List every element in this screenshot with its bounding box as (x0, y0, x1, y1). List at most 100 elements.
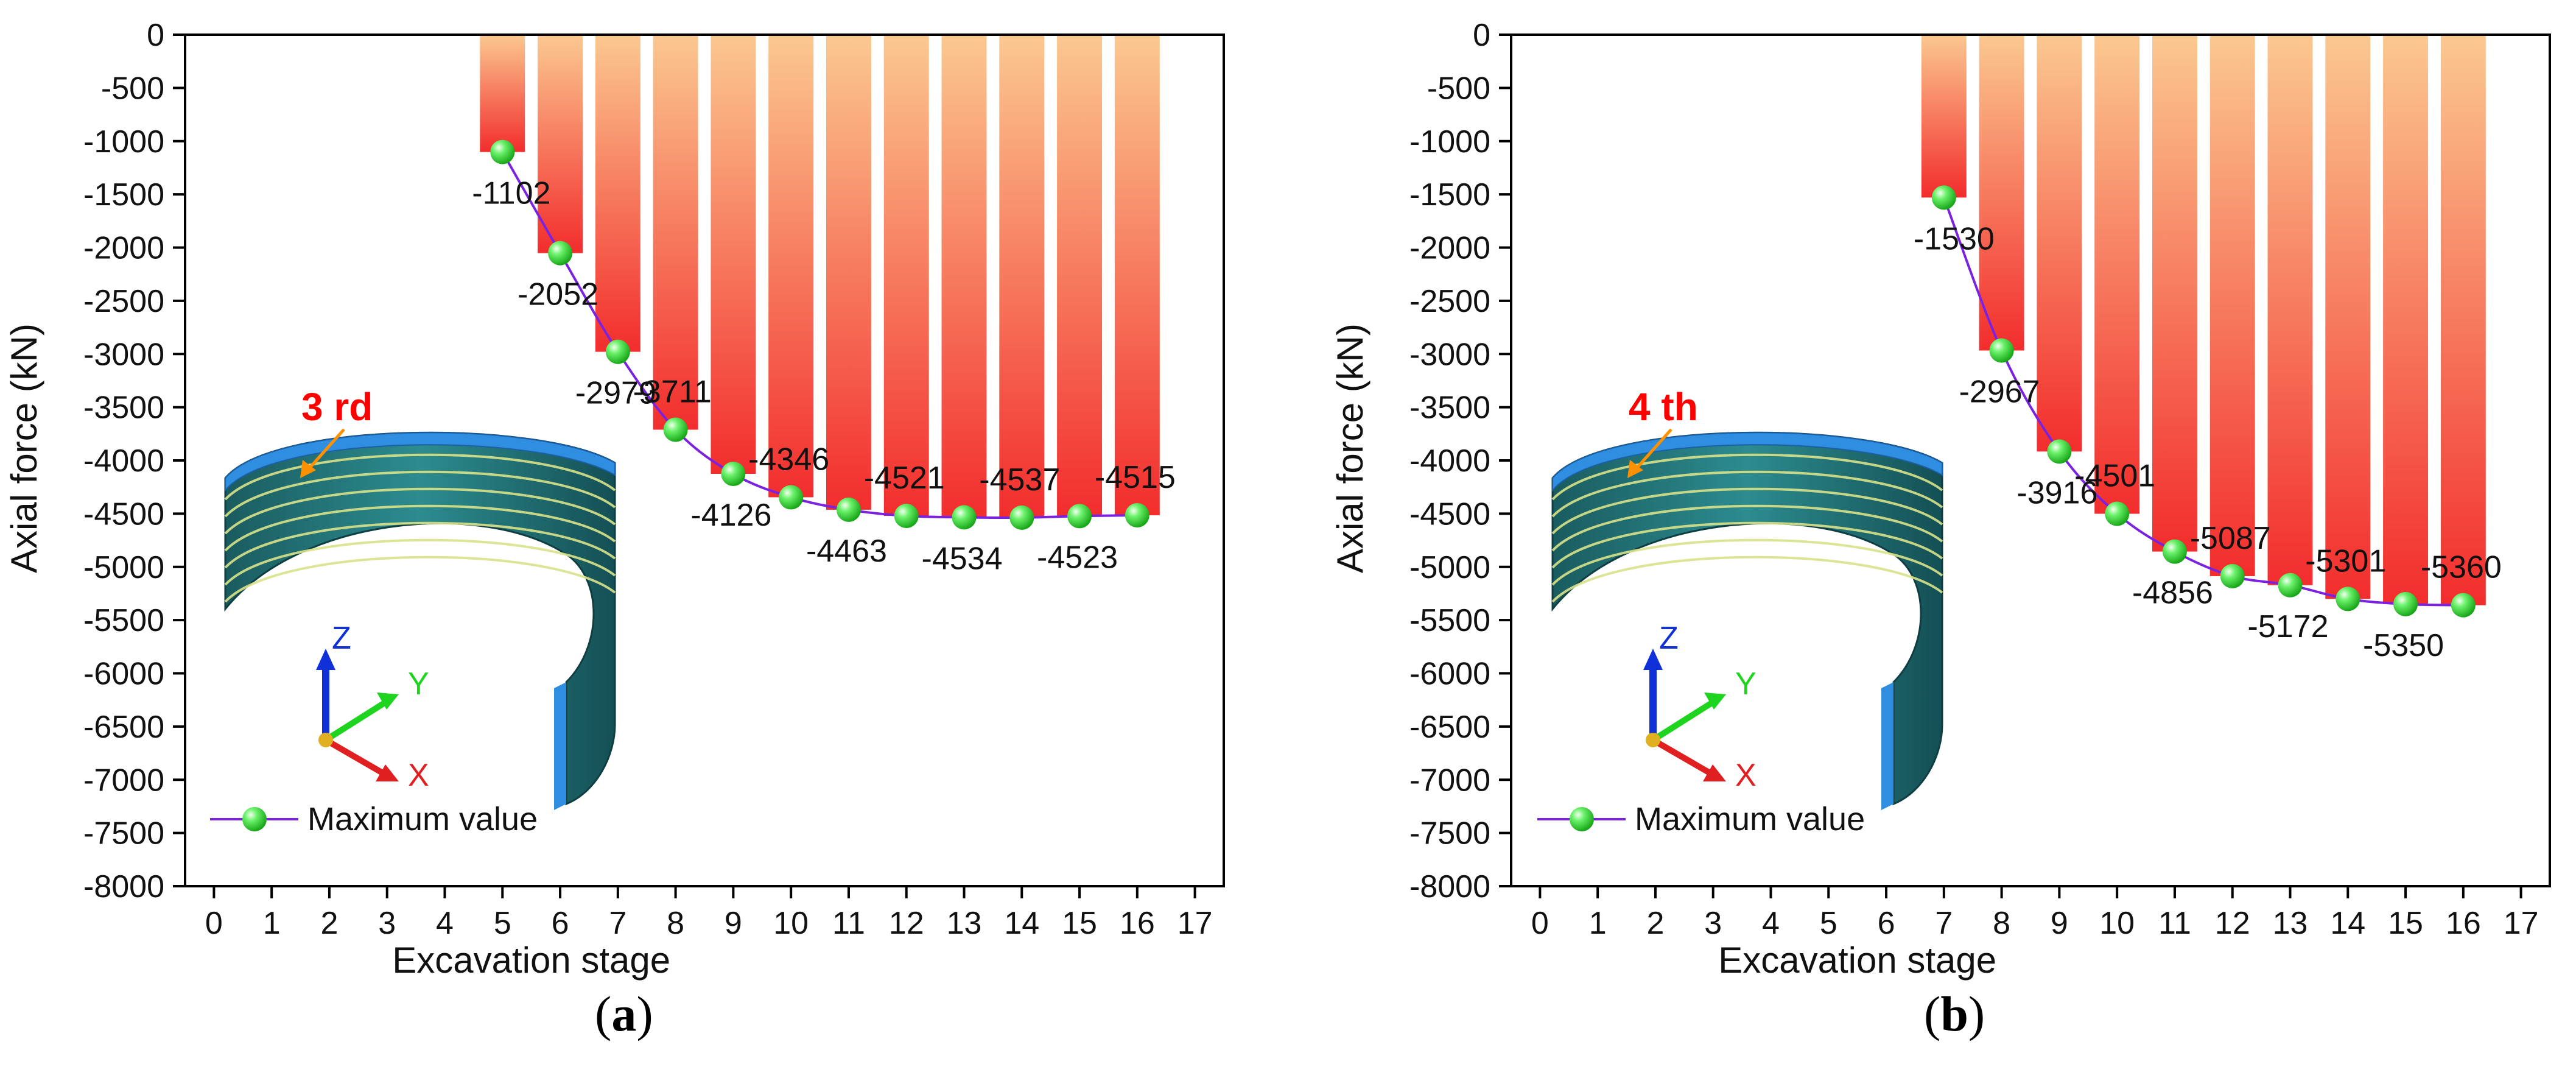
ring-band (224, 453, 616, 501)
ring-cut-face (554, 682, 566, 810)
legend-marker (242, 807, 267, 831)
x-tick-label: 8 (1993, 906, 2010, 941)
x-tick-label: 6 (1878, 906, 1895, 941)
x-tick-label: 8 (667, 906, 684, 941)
y-tick-label: -8000 (83, 869, 164, 904)
bar (2383, 35, 2429, 604)
max-value-marker (2162, 539, 2187, 564)
bar (826, 35, 871, 510)
x-tick-label: 5 (1820, 906, 1837, 941)
value-label: -5087 (2190, 521, 2271, 556)
ring-band (224, 470, 616, 518)
max-value-marker (663, 417, 688, 442)
x-tick-label: 15 (2388, 906, 2423, 941)
y-tick-label: -5500 (1409, 603, 1490, 638)
y-tick-label: -4500 (1409, 496, 1490, 532)
y-axis-title: Axial force (kN) (4, 323, 44, 573)
panel-label-a: (a) (595, 986, 653, 1042)
bar (595, 35, 640, 352)
y-tick-label: -3000 (83, 337, 164, 372)
value-label: -5350 (2363, 628, 2444, 663)
value-label: -4126 (690, 498, 771, 533)
max-value-marker (952, 505, 977, 530)
x-tick-label: 7 (1935, 906, 1953, 941)
x-tick-label: 12 (889, 906, 924, 941)
value-label: -4501 (2074, 459, 2155, 494)
y-tick-label: -1500 (1409, 177, 1490, 213)
annotation-arrow-head (1627, 460, 1643, 478)
x-tick-label: 9 (2051, 906, 2068, 941)
max-value-marker (1125, 502, 1149, 527)
x-axis-arrow (1651, 737, 1713, 777)
x-tick-label: 2 (1646, 906, 1664, 941)
y-tick-label: -2000 (1409, 231, 1490, 266)
value-label: -2052 (518, 277, 598, 312)
x-tick-label: 16 (2446, 906, 2481, 941)
max-value-marker (1989, 338, 2014, 363)
axes-origin (318, 733, 333, 747)
y-tick-label: -1500 (83, 177, 164, 213)
y-tick-label: -3500 (83, 390, 164, 426)
ring-band (1551, 555, 1943, 603)
x-tick-label: 13 (2273, 906, 2308, 941)
x-tick-label: 17 (1177, 906, 1213, 941)
x-tick-label: 4 (1762, 906, 1780, 941)
max-value-marker (2451, 593, 2476, 618)
ring-rim (1552, 432, 1943, 492)
ring-band (1551, 487, 1943, 535)
y-axis-arrow (324, 700, 385, 743)
y-tick-label: -4000 (1409, 443, 1490, 479)
x-tick-label: 11 (2158, 906, 2191, 941)
x-tick-label: 12 (2215, 906, 2250, 941)
x-tick-label: 5 (494, 906, 511, 941)
y-tick-label: -5000 (83, 550, 164, 585)
y-tick-label: -5500 (83, 603, 164, 638)
ring-band (1551, 538, 1943, 586)
annotation-label: 3 rd (301, 385, 373, 429)
bar (883, 35, 929, 516)
y-tick-label: -2500 (83, 284, 164, 319)
max-value-marker (1009, 505, 1034, 530)
annotation-arrow (307, 428, 345, 470)
value-label: -1102 (472, 176, 550, 211)
annotation-label: 4 th (1629, 385, 1698, 429)
ring-band (1551, 470, 1943, 518)
y-tick-label: 0 (147, 18, 164, 53)
x-tick-label: 7 (609, 906, 626, 941)
x-tick-label: 1 (1589, 906, 1607, 941)
axes-triad: Z Y X (1643, 621, 1757, 793)
y-tick-label: -6000 (83, 657, 164, 692)
ring-illustration (1551, 431, 1943, 810)
value-label: -4346 (748, 442, 829, 477)
y-tick-label: -3500 (1409, 390, 1490, 426)
y-axis-head (377, 693, 399, 710)
x-tick-label: 0 (205, 906, 223, 941)
x-tick-label: 15 (1062, 906, 1097, 941)
value-label: -5301 (2305, 543, 2386, 579)
y-tick-label: -6500 (1409, 710, 1490, 745)
x-tick-label: 17 (2504, 906, 2539, 941)
bar (2037, 35, 2082, 452)
legend-marker (1570, 807, 1594, 831)
value-label: -1530 (1914, 221, 1995, 256)
y-axis-arrow (1651, 700, 1713, 743)
x-tick-label: 9 (725, 906, 742, 941)
x-tick-label: 11 (832, 906, 865, 941)
x-axis-label: X (408, 758, 429, 793)
max-value-marker (836, 497, 861, 522)
max-value-marker (2105, 501, 2130, 526)
x-tick-label: 0 (1531, 906, 1549, 941)
y-tick-label: -6000 (1409, 657, 1490, 692)
max-value-marker (2220, 563, 2245, 588)
y-tick-label: -4500 (83, 496, 164, 532)
x-tick-label: 4 (436, 906, 454, 941)
value-label: -4463 (806, 534, 887, 569)
panel-a: Z Y X 3 rd -1102 -2052 -2979-3711 -4126 -4346 -44… (4, 18, 1225, 981)
annotation-arrow-head (300, 460, 316, 478)
ring-band (1551, 521, 1943, 569)
bar (2094, 35, 2140, 514)
x-axis-label: X (1735, 758, 1757, 793)
y-axis-label: Y (1735, 666, 1757, 702)
x-axis-head (376, 764, 399, 781)
